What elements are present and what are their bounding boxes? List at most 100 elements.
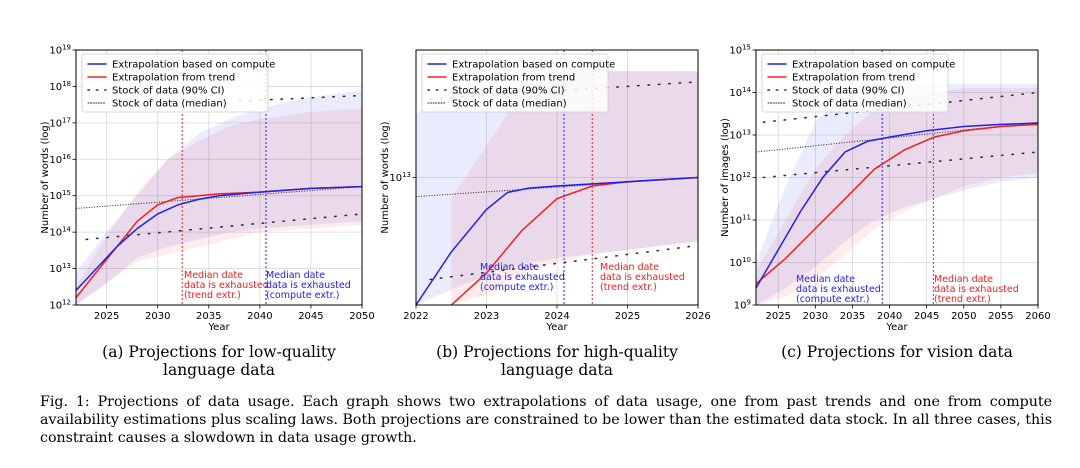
compute-exhaustion-label: data is exhausted — [796, 284, 881, 295]
x-tick-label: 2022 — [403, 311, 428, 322]
x-axis-label: Year — [207, 322, 230, 333]
y-tick-label: 1015 — [49, 189, 71, 202]
compute-ci-band — [416, 71, 698, 305]
y-tick-label: 1014 — [49, 226, 71, 239]
compute-exhaustion-label: data is exhausted — [480, 272, 565, 283]
legend-label: Extrapolation from trend — [792, 73, 915, 84]
subcaption: (b) Projections for high-quality — [436, 343, 678, 361]
x-tick-label: 2025 — [615, 311, 640, 322]
legend-label: Stock of data (median) — [112, 99, 227, 110]
legend-label: Extrapolation based on compute — [452, 60, 615, 71]
figure: 2025 2030 2035 2040 2045 2050 Year 1012 1013 1014… — [40, 44, 1051, 380]
x-tick-label: 2035 — [196, 311, 221, 322]
x-tick-label: 2045 — [298, 311, 323, 322]
stock-ci-line — [85, 213, 362, 241]
x-tick-label: 2040 — [877, 311, 902, 322]
x-tick-label: 2060 — [1025, 311, 1050, 322]
plot-area — [416, 50, 698, 305]
trend-exhaustion-label: Median date — [600, 262, 659, 273]
trend-exhaustion-label: (trend extr.) — [184, 290, 241, 301]
plot-area — [756, 50, 1038, 305]
legend-label: Stock of data (median) — [452, 99, 567, 110]
trend-ci-band — [451, 71, 698, 305]
y-tick-label: 1018 — [49, 80, 71, 93]
x-tick-label: 2025 — [94, 311, 119, 322]
legend-box — [421, 53, 609, 113]
compute-exhaustion-label: (compute extr.) — [266, 290, 339, 301]
stock-median-line — [416, 176, 698, 198]
chart-panel-1: 2025 2030 2035 2040 2045 2050 Year 1012 1013 1014… — [40, 44, 375, 380]
trend-exhaustion-label: data is exhausted — [934, 284, 1019, 295]
subcaption: (c) Projections for vision data — [781, 343, 1013, 361]
x-tick-label: 2024 — [544, 311, 569, 322]
trend-exhaustion-label: Median date — [184, 270, 243, 281]
y-tick-label: 1010 — [729, 256, 751, 269]
subcaption: language data — [163, 361, 275, 379]
subcaption: language data — [501, 361, 613, 379]
trend-ci-band — [76, 108, 362, 305]
x-tick-label: 2030 — [145, 311, 170, 322]
x-tick-label: 2030 — [803, 311, 828, 322]
x-axis-label: Year — [885, 322, 908, 333]
y-tick-label: 1013 — [729, 129, 751, 142]
legend-label: Stock of data (90% CI) — [452, 86, 565, 97]
legend-box — [761, 53, 949, 113]
y-tick-label: 1012 — [729, 171, 751, 184]
legend-label: Stock of data (90% CI) — [112, 86, 225, 97]
legend: Extrapolation based on compute Extrapolat… — [761, 53, 955, 113]
legend-label: Stock of data (median) — [792, 99, 907, 110]
legend-label: Extrapolation based on compute — [792, 60, 955, 71]
axes-frame — [75, 49, 363, 306]
compute-exhaustion-label: (compute extr.) — [796, 294, 869, 305]
y-axis-label: Number of words (log) — [40, 121, 51, 233]
x-tick-label: 2040 — [247, 311, 272, 322]
stock-median-line — [76, 186, 362, 210]
x-tick-label: 2025 — [766, 311, 791, 322]
legend-box — [81, 53, 269, 113]
stock-ci-line — [762, 151, 1038, 179]
y-axis-label: Number of images (log) — [720, 118, 731, 237]
chart-panel-3: 2025 2030 2035 2040 2045 2050 2055 2060 Year 109 1… — [720, 44, 1051, 362]
x-tick-label: 2055 — [988, 311, 1013, 322]
y-axis-label: Number of words (log) — [380, 121, 391, 233]
legend: Extrapolation based on compute Extrapolat… — [421, 53, 615, 113]
compute-exhaustion-label: (compute extr.) — [480, 282, 553, 293]
trend-exhaustion-label: data is exhausted — [600, 272, 685, 283]
compute-line — [416, 176, 698, 305]
y-tick-label: 1015 — [729, 44, 751, 57]
compute-ci-band — [756, 84, 1038, 305]
compute-line — [756, 122, 1038, 289]
figure-caption: Fig. 1: Projections of data usage. Each … — [40, 394, 1052, 446]
y-tick-label: 1011 — [729, 214, 751, 227]
x-tick-label: 2045 — [914, 311, 939, 322]
legend: Extrapolation based on compute Extrapolat… — [81, 53, 275, 113]
y-tick-label: 1016 — [49, 153, 71, 166]
x-tick-label: 2050 — [349, 311, 374, 322]
trend-ci-band — [756, 88, 1038, 305]
compute-exhaustion-label: Median date — [480, 262, 539, 273]
y-tick-label: 1019 — [49, 44, 71, 57]
y-tick-label: 109 — [734, 299, 751, 312]
compute-exhaustion-label: Median date — [796, 274, 855, 285]
x-tick-label: 2026 — [685, 311, 710, 322]
stock-ci-line — [762, 91, 1038, 124]
subcaption: (a) Projections for low-quality — [102, 343, 336, 361]
x-tick-label: 2035 — [840, 311, 865, 322]
y-tick-label: 1014 — [729, 86, 751, 99]
x-axis-label: Year — [545, 322, 568, 333]
trend-exhaustion-label: Median date — [934, 274, 993, 285]
legend-label: Stock of data (90% CI) — [792, 86, 905, 97]
legend-label: Extrapolation from trend — [452, 73, 575, 84]
compute-line — [76, 185, 362, 291]
legend-label: Extrapolation based on compute — [112, 60, 275, 71]
stock-median-line — [756, 121, 1038, 153]
x-tick-label: 2023 — [474, 311, 499, 322]
trend-exhaustion-label: (trend extr.) — [934, 294, 991, 305]
compute-exhaustion-label: data is exhausted — [266, 280, 351, 291]
x-tick-label: 2050 — [951, 311, 976, 322]
y-tick-label: 1013 — [49, 262, 71, 275]
legend-label: Extrapolation from trend — [112, 73, 235, 84]
trend-exhaustion-label: data is exhausted — [184, 280, 269, 291]
trend-exhaustion-label: (trend extr.) — [600, 282, 657, 293]
